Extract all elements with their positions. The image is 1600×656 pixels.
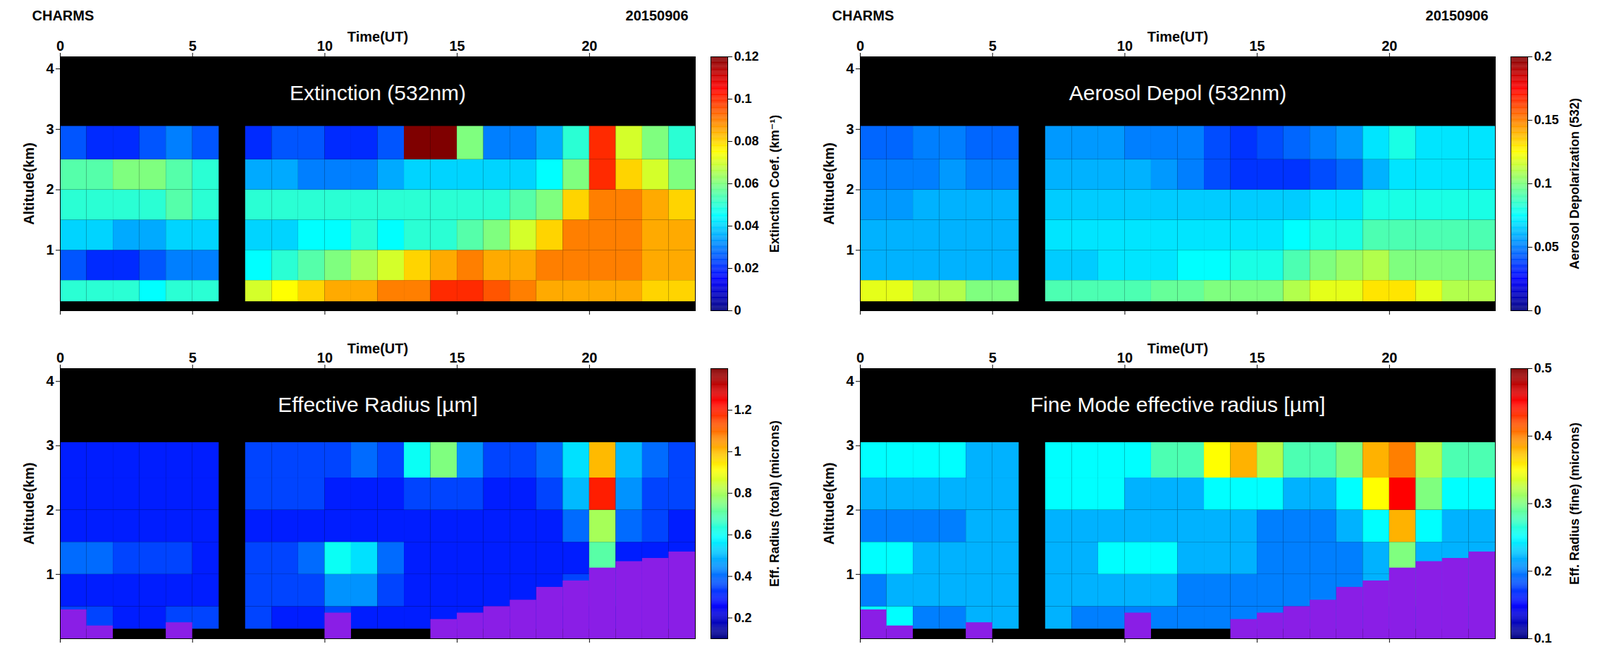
- svg-text:Altitude(km): Altitude(km): [21, 142, 37, 225]
- svg-text:3: 3: [45, 121, 54, 137]
- svg-text:3: 3: [45, 437, 54, 453]
- svg-text:1: 1: [45, 241, 54, 258]
- svg-text:Time(UT): Time(UT): [347, 28, 409, 45]
- svg-text:2: 2: [845, 181, 854, 197]
- svg-text:Altitude(km): Altitude(km): [821, 142, 837, 225]
- svg-text:1: 1: [845, 565, 854, 582]
- svg-text:0.2: 0.2: [734, 610, 753, 625]
- svg-text:Aerosol Depol (532nm): Aerosol Depol (532nm): [1069, 81, 1287, 105]
- svg-text:Eff. Radius (total) (microns): Eff. Radius (total) (microns): [767, 420, 782, 587]
- svg-text:1: 1: [45, 565, 54, 582]
- svg-text:20: 20: [581, 38, 598, 54]
- svg-text:0.04: 0.04: [734, 218, 760, 233]
- svg-text:15: 15: [449, 349, 466, 366]
- svg-text:CHARMS: CHARMS: [32, 7, 95, 24]
- svg-text:0.1: 0.1: [1534, 630, 1553, 645]
- svg-text:0.5: 0.5: [1534, 360, 1553, 375]
- svg-text:0: 0: [56, 38, 65, 54]
- svg-text:Extinction Coef. (km⁻¹): Extinction Coef. (km⁻¹): [767, 114, 782, 254]
- svg-text:10: 10: [1117, 38, 1133, 54]
- svg-text:10: 10: [317, 349, 333, 366]
- svg-text:20: 20: [581, 349, 598, 366]
- svg-text:3: 3: [845, 121, 854, 137]
- svg-text:Time(UT): Time(UT): [1147, 340, 1209, 356]
- svg-text:0.4: 0.4: [734, 568, 753, 583]
- svg-text:0.6: 0.6: [734, 527, 753, 542]
- svg-text:0: 0: [1534, 303, 1542, 318]
- svg-text:0.2: 0.2: [1534, 563, 1553, 578]
- svg-text:1: 1: [734, 444, 742, 459]
- svg-text:4: 4: [845, 60, 855, 77]
- svg-text:0: 0: [56, 349, 65, 366]
- svg-text:0.06: 0.06: [734, 176, 760, 191]
- svg-text:0.05: 0.05: [1534, 239, 1560, 254]
- svg-text:0: 0: [856, 349, 865, 366]
- svg-text:0.02: 0.02: [734, 260, 760, 275]
- svg-text:0.1: 0.1: [1534, 176, 1553, 191]
- svg-text:0.2: 0.2: [1534, 49, 1553, 64]
- svg-text:20150906: 20150906: [1425, 7, 1489, 24]
- svg-text:3: 3: [845, 437, 854, 453]
- svg-text:Time(UT): Time(UT): [347, 340, 409, 356]
- svg-text:0.8: 0.8: [734, 485, 753, 500]
- svg-text:10: 10: [1117, 349, 1133, 366]
- svg-text:Fine Mode effective radius [µm: Fine Mode effective radius [µm]: [1030, 392, 1326, 416]
- svg-text:2: 2: [45, 181, 54, 197]
- svg-text:4: 4: [45, 372, 55, 389]
- svg-text:4: 4: [845, 372, 855, 389]
- svg-text:20: 20: [1381, 349, 1398, 366]
- svg-text:Altitude(km): Altitude(km): [21, 462, 37, 545]
- svg-text:20: 20: [1381, 38, 1398, 54]
- svg-text:0.1: 0.1: [734, 91, 753, 106]
- svg-text:15: 15: [1249, 38, 1266, 54]
- svg-text:0.4: 0.4: [1534, 428, 1553, 443]
- svg-text:Extinction (532nm): Extinction (532nm): [289, 81, 466, 105]
- svg-text:0: 0: [734, 303, 742, 318]
- svg-text:1.2: 1.2: [734, 402, 753, 417]
- svg-text:Altitude(km): Altitude(km): [821, 462, 837, 545]
- svg-text:10: 10: [317, 38, 333, 54]
- svg-text:0.15: 0.15: [1534, 112, 1560, 127]
- svg-text:4: 4: [45, 60, 55, 77]
- svg-text:5: 5: [188, 349, 197, 366]
- svg-text:15: 15: [1249, 349, 1266, 366]
- svg-text:5: 5: [988, 38, 997, 54]
- svg-text:0.3: 0.3: [1534, 496, 1553, 511]
- svg-text:Aerosol Depolarization (532): Aerosol Depolarization (532): [1567, 97, 1582, 270]
- svg-text:5: 5: [988, 349, 997, 366]
- svg-text:2: 2: [845, 501, 854, 518]
- svg-text:Time(UT): Time(UT): [1147, 28, 1209, 45]
- svg-text:15: 15: [449, 38, 466, 54]
- svg-text:Eff. Radius (fine) (microns): Eff. Radius (fine) (microns): [1567, 422, 1582, 585]
- svg-text:20150906: 20150906: [625, 7, 689, 24]
- svg-text:CHARMS: CHARMS: [832, 7, 895, 24]
- svg-text:2: 2: [45, 501, 54, 518]
- svg-text:1: 1: [845, 241, 854, 258]
- svg-text:0: 0: [856, 38, 865, 54]
- svg-text:0.12: 0.12: [734, 49, 760, 64]
- svg-text:5: 5: [188, 38, 197, 54]
- svg-text:0.08: 0.08: [734, 133, 760, 149]
- svg-text:Effective Radius [µm]: Effective Radius [µm]: [277, 392, 478, 416]
